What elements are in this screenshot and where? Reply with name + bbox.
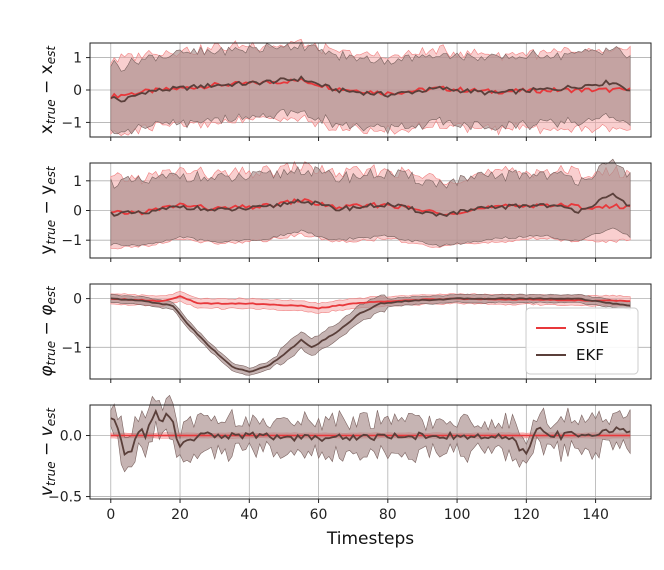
axes-frame xyxy=(89,283,652,380)
panel-4: −0.5 0.0 0 20 40 60 80 100 120 140 vtrue − vest xyxy=(37,394,652,523)
x-tick-label: 120 xyxy=(513,507,540,523)
y-axis-title: vtrue − vest xyxy=(37,407,58,496)
y-axis-title: φtrue − φest xyxy=(37,285,58,377)
y-tick-label: 0.0 xyxy=(60,429,82,445)
x-tick-label: 140 xyxy=(582,507,609,523)
x-axis-title: Timesteps xyxy=(326,529,414,549)
line-ekf xyxy=(110,297,631,373)
axes-frame xyxy=(89,404,652,500)
y-tick-label: 1 xyxy=(73,174,82,190)
x-tick-label: 80 xyxy=(379,507,397,523)
legend-box xyxy=(525,307,639,375)
y-tick-label: 0 xyxy=(73,83,82,99)
y-tick-label: −1 xyxy=(61,115,82,131)
band-ekf xyxy=(110,41,631,135)
panel-1: −1 0 1 xtrue − xest xyxy=(37,38,652,141)
y-axis-title: ytrue − yest xyxy=(37,165,58,254)
y-tick-label: 1 xyxy=(73,51,82,67)
line-ekf xyxy=(110,192,631,218)
line-ekf xyxy=(110,408,631,457)
y-tick-label: 0 xyxy=(73,204,82,220)
x-tick-label: 60 xyxy=(310,507,328,523)
x-tick-label: 40 xyxy=(240,507,258,523)
line-ekf xyxy=(110,75,631,103)
legend-label-ssie: SSIE xyxy=(576,319,609,337)
x-tick-label: 20 xyxy=(171,507,189,523)
band-ekf xyxy=(110,394,631,473)
y-tick-label: −1 xyxy=(61,340,82,356)
y-tick-label: −0.5 xyxy=(48,490,82,506)
panel-2: −1 0 1 ytrue − yest xyxy=(37,158,652,262)
x-tick-label: 100 xyxy=(444,507,471,523)
y-tick-label: −1 xyxy=(61,233,82,249)
legend-label-ekf: EKF xyxy=(576,346,604,364)
legend: SSIE EKF xyxy=(525,307,639,375)
x-tick-label: 0 xyxy=(106,507,115,523)
panel-3: −1 0 φtrue − φest SSIE EKF xyxy=(37,283,652,383)
y-axis-title: xtrue − xest xyxy=(37,45,58,134)
y-tick-label: 0 xyxy=(73,292,82,308)
